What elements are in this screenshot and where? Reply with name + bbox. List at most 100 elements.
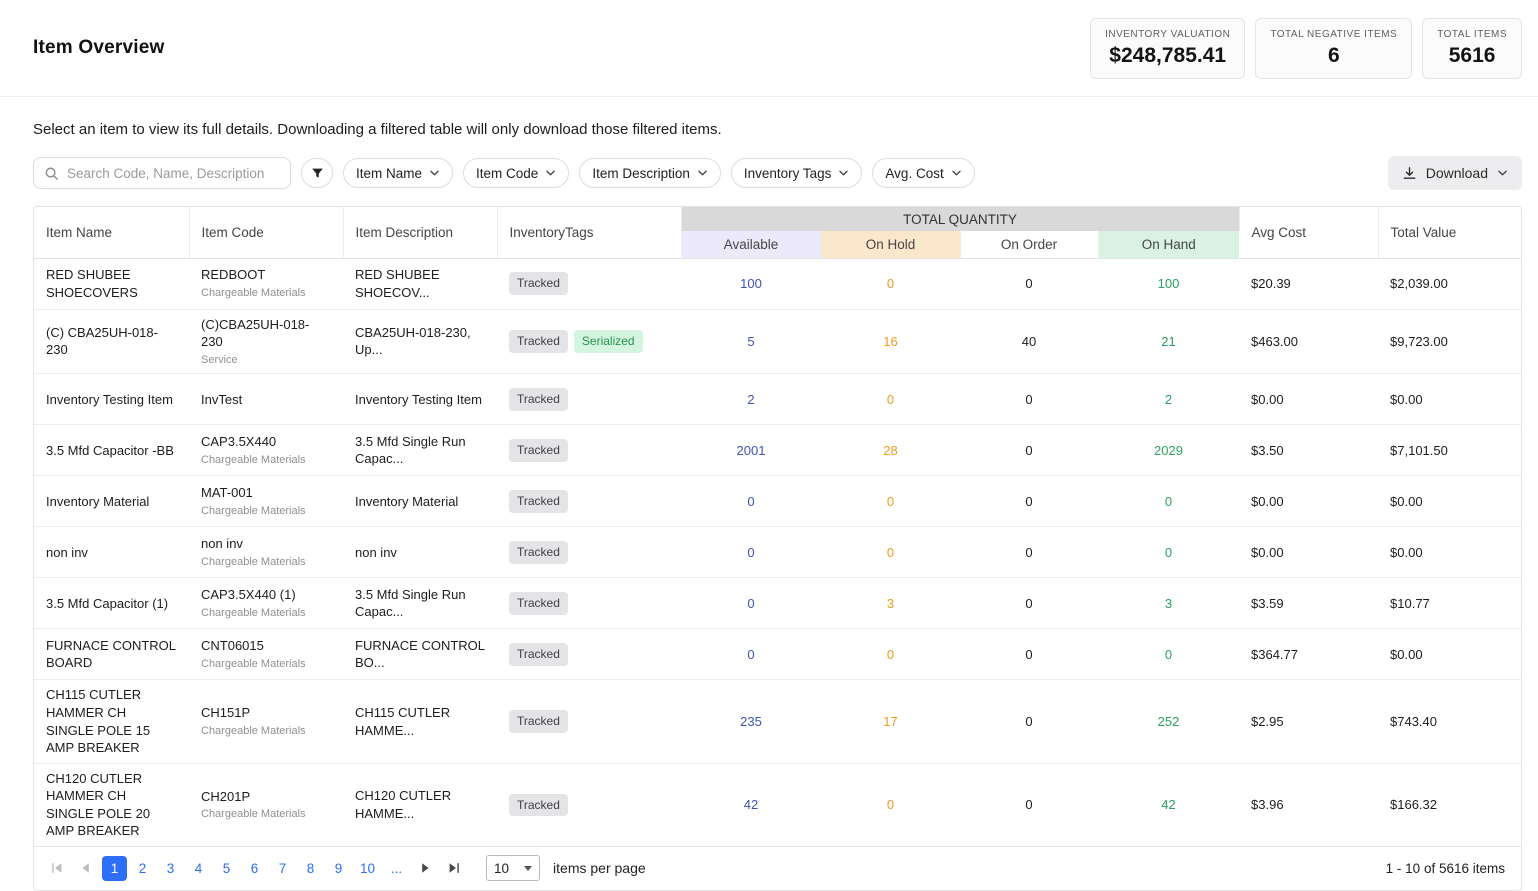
item-name: (C) CBA25UH-018-230: [34, 309, 189, 375]
table-row[interactable]: 3.5 Mfd Capacitor -BB CAP3.5X440 Chargeabl…: [34, 424, 1521, 477]
previous-page-button[interactable]: [73, 855, 99, 881]
chevron-down-icon: [951, 170, 961, 176]
avg-cost: $364.77: [1239, 628, 1379, 681]
avg-cost: $0.00: [1239, 475, 1379, 528]
page-button-9[interactable]: 9: [326, 856, 351, 881]
download-label: Download: [1425, 165, 1488, 181]
total-value: $0.00: [1378, 526, 1521, 579]
avg-cost: $0.00: [1239, 526, 1379, 579]
first-page-button[interactable]: [44, 855, 70, 881]
filter-funnel-button[interactable]: [301, 158, 333, 188]
table-row[interactable]: 3.5 Mfd Capacitor (1) CAP3.5X440 (1) Charg…: [34, 577, 1521, 630]
qty-on-hold: 16: [821, 309, 960, 375]
filter-chip-item-code[interactable]: Item Code: [463, 158, 570, 188]
item-tags: Tracked: [497, 526, 681, 579]
qty-on-order: 0: [960, 628, 1098, 681]
item-name: non inv: [34, 526, 189, 579]
item-code: CH151P Chargeable Materials: [189, 679, 343, 764]
item-name: RED SHUBEE SHOECOVERS: [34, 258, 189, 310]
table-row[interactable]: Inventory Material MAT-001 Chargeable Mate…: [34, 475, 1521, 528]
qty-on-hold: 17: [821, 679, 960, 764]
total-value: $0.00: [1378, 373, 1521, 426]
item-description: CH115 CUTLER HAMME...: [343, 679, 497, 764]
items-table-container: Item Name Item Code Item Description Inv…: [33, 206, 1522, 891]
chevron-down-icon: [546, 170, 556, 176]
table-row[interactable]: (C) CBA25UH-018-230 (C)CBA25UH-018-230 Ser…: [34, 309, 1521, 375]
column-group-total-quantity: TOTAL QUANTITY: [681, 207, 1240, 231]
page-button-10[interactable]: 10: [354, 856, 381, 881]
main-content: Select an item to view its full details.…: [0, 121, 1538, 891]
next-page-button[interactable]: [412, 855, 438, 881]
page-button-6[interactable]: 6: [242, 856, 267, 881]
qty-on-order: 40: [960, 309, 1098, 375]
page-button-2[interactable]: 2: [130, 856, 155, 881]
search-icon: [45, 167, 58, 180]
items-table: Item Name Item Code Item Description Inv…: [34, 207, 1521, 846]
column-header-on-hand: On Hand: [1098, 231, 1240, 259]
tag-badge-tracked: Tracked: [509, 793, 568, 816]
last-page-button[interactable]: [441, 855, 467, 881]
item-name: CH120 CUTLER HAMMER CH SINGLE POLE 20 AM…: [46, 770, 151, 839]
filter-chip-avg-cost[interactable]: Avg. Cost: [872, 158, 975, 188]
qty-on-order: 0: [1025, 796, 1033, 812]
avg-cost: $463.00: [1239, 309, 1379, 375]
item-name: Inventory Testing Item: [34, 373, 189, 426]
item-code-category: Chargeable Materials: [201, 808, 306, 821]
item-code-category: Chargeable Materials: [201, 453, 306, 466]
toolbar: Item Name Item Code Item Description Invent…: [33, 156, 1522, 190]
item-code-category: Service: [201, 353, 238, 366]
item-description: CH120 CUTLER HAMME...: [355, 788, 452, 821]
item-code: InvTest: [189, 373, 343, 426]
item-code: CH201P Chargeable Materials: [189, 763, 343, 846]
table-row[interactable]: CH115 CUTLER HAMMER CH SINGLE POLE 15 AM…: [34, 679, 1521, 764]
page-button-8[interactable]: 8: [298, 856, 323, 881]
table-row[interactable]: Inventory Testing Item InvTest Inventory T…: [34, 373, 1521, 426]
download-button[interactable]: Download: [1387, 156, 1522, 190]
table-row[interactable]: CH120 CUTLER HAMMER CH SINGLE POLE 20 AM…: [34, 763, 1521, 846]
item-tags: Tracked: [497, 424, 681, 477]
filter-chip-item-name[interactable]: Item Name: [343, 158, 454, 188]
page-button-1[interactable]: 1: [102, 855, 127, 881]
table-row[interactable]: non inv non inv Chargeable Materials non in…: [34, 526, 1521, 579]
next-page-icon: [422, 863, 429, 874]
stat-card-total-items: TOTAL ITEMS 5616: [1422, 17, 1522, 79]
filter-chip-item-description[interactable]: Item Description: [579, 158, 721, 188]
item-code: CAP3.5X440 (1) Chargeable Materials: [189, 577, 343, 630]
qty-available: 0: [681, 526, 821, 579]
item-tags: Tracked: [497, 475, 681, 528]
items-per-page-select[interactable]: 10: [486, 855, 541, 882]
qty-on-hold: 0: [821, 258, 960, 310]
chevron-down-icon: [698, 170, 707, 176]
filter-chip-inventory-tags[interactable]: Inventory Tags: [730, 158, 863, 188]
total-value: $2,039.00: [1378, 258, 1521, 310]
qty-on-hand: 0: [1098, 628, 1240, 681]
page-button-5[interactable]: 5: [214, 856, 239, 881]
stat-value: $248,785.41: [1109, 43, 1227, 67]
page-button-4[interactable]: 4: [186, 856, 211, 881]
qty-on-hand: 2029: [1098, 424, 1240, 477]
chevron-down-icon: [839, 170, 849, 176]
item-description: CBA25UH-018-230, Up...: [343, 309, 497, 375]
item-description: 3.5 Mfd Single Run Capac...: [343, 577, 497, 630]
tag-badge-tracked: Tracked: [509, 439, 568, 462]
item-code-category: Chargeable Materials: [201, 555, 306, 568]
qty-available: 0: [681, 628, 821, 681]
page-ellipsis-button[interactable]: ...: [384, 856, 409, 881]
stat-value: 6: [1327, 43, 1340, 67]
table-row[interactable]: FURNACE CONTROL BOARD CNT06015 Chargeable …: [34, 628, 1521, 681]
first-page-icon: [52, 863, 62, 874]
table-row[interactable]: RED SHUBEE SHOECOVERS REDBOOT Chargeable M…: [34, 258, 1521, 310]
select-caret-icon: [524, 865, 533, 871]
item-code: REDBOOT Chargeable Materials: [189, 258, 343, 310]
qty-on-hand: 100: [1098, 258, 1240, 310]
search-input[interactable]: [67, 165, 280, 181]
pagination-bar: 1 2 3 4 5 6 7 8 9 10... 10 items per page 1 - 10 …: [34, 845, 1521, 890]
table-header: Item Name Item Code Item Description Inv…: [34, 207, 1521, 259]
stat-value: 5616: [1448, 43, 1496, 67]
qty-on-hold: 0: [821, 475, 960, 528]
search-box[interactable]: [33, 157, 291, 189]
stat-label: TOTAL ITEMS: [1437, 28, 1507, 40]
page-button-3[interactable]: 3: [158, 856, 183, 881]
page-button-7[interactable]: 7: [270, 856, 295, 881]
previous-page-icon: [82, 863, 89, 874]
